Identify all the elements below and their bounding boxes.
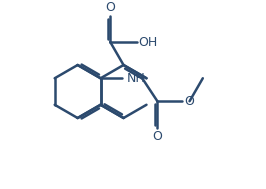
Text: O: O [105,1,115,14]
Text: O: O [184,95,194,108]
Text: OH: OH [139,36,158,49]
Text: O: O [152,130,162,143]
Text: NH: NH [127,72,146,85]
